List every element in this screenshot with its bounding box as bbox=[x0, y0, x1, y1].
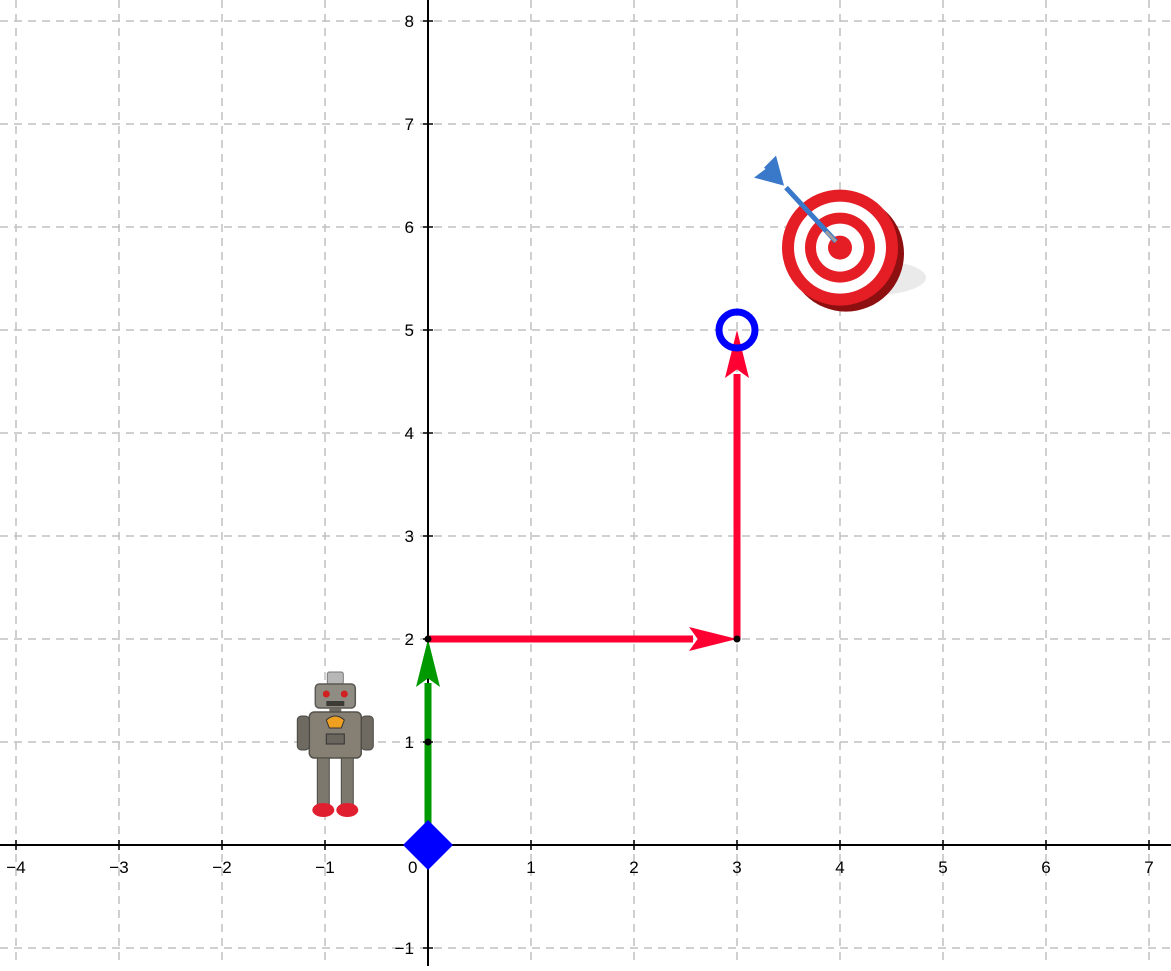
markers bbox=[403, 308, 759, 870]
y-tick-label: 8 bbox=[405, 12, 414, 31]
robot-icon bbox=[296, 671, 374, 817]
points bbox=[424, 635, 741, 746]
y-tick-label: 4 bbox=[405, 424, 414, 443]
x-tick-label: 4 bbox=[835, 858, 844, 877]
target-icon bbox=[754, 155, 926, 312]
point bbox=[733, 635, 741, 643]
x-tick-label: 3 bbox=[732, 858, 741, 877]
y-tick-label: 6 bbox=[405, 218, 414, 237]
x-tick-label: 7 bbox=[1144, 858, 1153, 877]
point bbox=[424, 738, 432, 746]
y-tick-label: 1 bbox=[405, 733, 414, 752]
tick-labels: −4 −3 −2 −1 0 1 2 3 4 5 6 7 −1 1 2 3 4 5 6 7 8 bbox=[6, 12, 1153, 958]
start-marker-diamond bbox=[403, 820, 453, 870]
end-marker-ring bbox=[715, 308, 759, 352]
x-tick-label: 1 bbox=[526, 858, 535, 877]
x-tick-label: 5 bbox=[938, 858, 947, 877]
y-tick-label: 2 bbox=[405, 630, 414, 649]
vector-arrowhead bbox=[416, 639, 440, 687]
y-tick-label: 7 bbox=[405, 115, 414, 134]
x-tick-label: 0 bbox=[408, 858, 417, 877]
illustrations bbox=[296, 155, 926, 817]
x-tick-label: −4 bbox=[6, 858, 25, 877]
x-tick-label: −2 bbox=[212, 858, 231, 877]
y-tick-label: −1 bbox=[395, 939, 414, 958]
x-tick-label: −1 bbox=[315, 858, 334, 877]
vectors bbox=[416, 330, 749, 845]
vector-arrowhead bbox=[725, 330, 749, 378]
y-tick-label: 3 bbox=[405, 527, 414, 546]
y-tick-label: 5 bbox=[405, 321, 414, 340]
x-tick-label: 2 bbox=[629, 858, 638, 877]
x-tick-label: −3 bbox=[109, 858, 128, 877]
point bbox=[424, 635, 432, 643]
vector-arrowhead bbox=[689, 627, 737, 651]
x-tick-label: 6 bbox=[1041, 858, 1050, 877]
